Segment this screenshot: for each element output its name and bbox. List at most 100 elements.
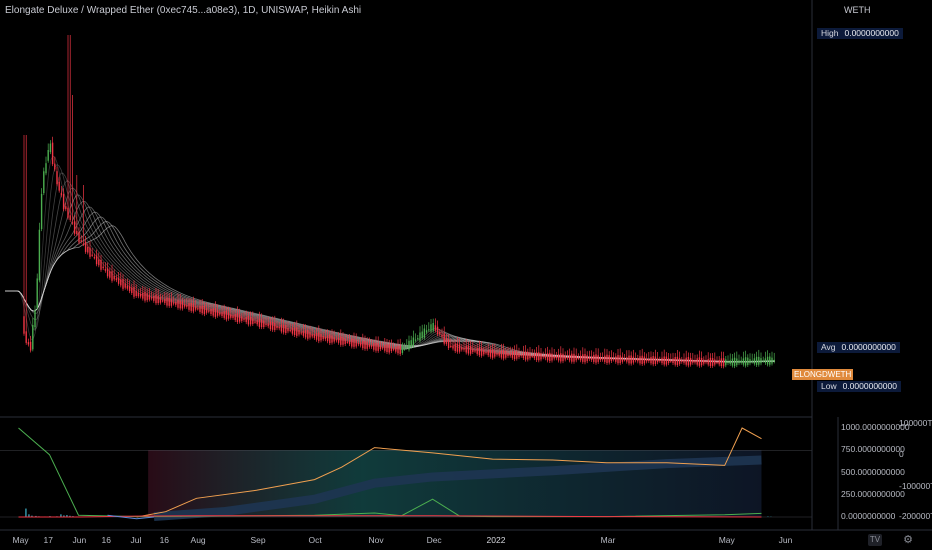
candle-body	[282, 324, 285, 333]
x-tick-label: 16	[159, 535, 170, 545]
gear-icon[interactable]: ⚙	[903, 534, 913, 546]
candle-body	[423, 328, 426, 338]
indicator-scale-label: 500.0000000000	[841, 466, 905, 477]
candle-body	[617, 355, 619, 364]
candle-body	[353, 339, 355, 347]
candle-body	[249, 317, 252, 325]
candle-body	[648, 359, 650, 362]
candle-body	[524, 351, 527, 360]
candle-body	[643, 356, 646, 364]
candle-body	[564, 355, 566, 360]
candle-body	[683, 359, 685, 363]
candle-body	[698, 357, 701, 366]
candle-body	[122, 279, 124, 289]
candle-body	[489, 349, 492, 357]
candle-body	[221, 312, 223, 316]
candle-body	[390, 346, 393, 352]
candle-body	[762, 360, 764, 362]
candle-body	[652, 356, 654, 365]
candle-body	[491, 349, 494, 358]
candle-body	[27, 342, 30, 345]
candle-body	[234, 314, 236, 321]
candle-body	[573, 353, 575, 362]
candle-body	[540, 353, 542, 360]
candle-body	[555, 356, 558, 359]
candle-body	[245, 317, 247, 323]
candle-body	[434, 325, 437, 331]
candle-body	[566, 357, 569, 359]
ma-line	[5, 180, 775, 363]
candle-body	[639, 356, 641, 364]
candle-body	[296, 327, 298, 336]
low-price-tag: Low 0.0000000000	[817, 381, 901, 392]
candle-body	[36, 278, 38, 308]
candle-body	[718, 359, 720, 365]
candle-body	[381, 347, 384, 349]
candle-body	[661, 357, 663, 364]
candle-body	[645, 358, 648, 362]
candle-body	[740, 360, 742, 363]
candle-body	[280, 324, 283, 332]
candle-body	[441, 334, 443, 337]
candle-body	[612, 358, 615, 360]
candle-body	[346, 341, 349, 343]
candle-body	[771, 357, 773, 364]
candle-body	[238, 314, 241, 322]
candle-body	[678, 358, 681, 364]
candle-body	[159, 297, 162, 303]
candle-body	[82, 243, 85, 245]
candle-body	[725, 359, 727, 366]
candle-body	[456, 343, 459, 352]
candle-body	[60, 192, 63, 196]
candle-body	[324, 336, 327, 340]
x-tick-label: Jul	[130, 535, 142, 545]
candle-body	[507, 353, 509, 356]
candle-body	[331, 335, 333, 343]
candle-body	[197, 308, 199, 310]
candle-body	[183, 304, 186, 307]
x-tick-label: Aug	[190, 535, 206, 545]
candle-body	[166, 297, 168, 306]
candle-body	[232, 315, 234, 318]
indicator-scale-label-right: 0	[899, 449, 904, 459]
candle-body	[364, 340, 366, 349]
candle-body	[291, 327, 294, 334]
candle-body	[615, 356, 617, 362]
candle-body	[289, 329, 291, 332]
candle-body	[656, 358, 659, 363]
candle-body	[395, 346, 397, 352]
x-tick-label: May	[718, 535, 735, 545]
candle-body	[192, 303, 195, 312]
candle-body	[340, 336, 342, 345]
candle-body	[472, 348, 474, 353]
candle-body	[685, 357, 687, 365]
volume-bar	[35, 515, 37, 517]
candle-body	[29, 341, 32, 351]
candle-body	[417, 338, 419, 340]
candle-body	[579, 355, 582, 361]
candle-body	[278, 326, 280, 329]
ma-line	[5, 164, 775, 363]
candle-body	[348, 340, 351, 345]
candle-body	[681, 360, 683, 362]
ma-line	[5, 216, 775, 363]
avg-value: 0.0000000000	[841, 342, 896, 352]
candle-body	[78, 231, 80, 243]
tradingview-logo-icon[interactable]: TV	[868, 534, 882, 546]
candle-body	[243, 318, 245, 320]
candle-body	[465, 345, 467, 353]
candle-body	[157, 295, 159, 304]
trend-ribbon	[153, 455, 762, 522]
candle-body	[271, 322, 274, 330]
candle-body	[513, 350, 516, 360]
candle-body	[760, 358, 762, 364]
candle-body	[447, 339, 450, 348]
heikin-ashi-candles	[23, 35, 775, 369]
candle-body	[412, 337, 415, 346]
candle-body	[584, 353, 586, 363]
candle-body	[153, 295, 155, 301]
candle-body	[318, 332, 320, 342]
candle-body	[610, 356, 613, 361]
candle-body	[738, 360, 740, 364]
